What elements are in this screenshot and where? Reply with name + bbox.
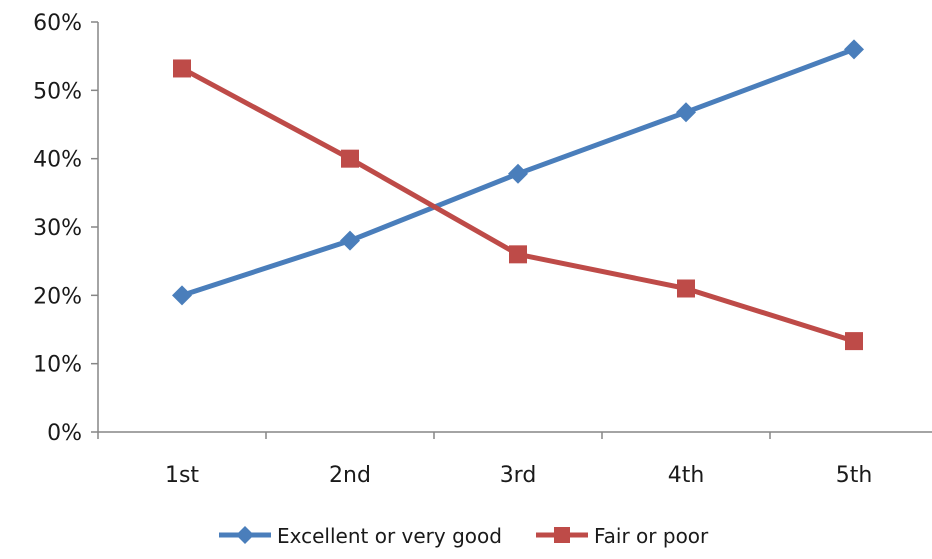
legend-item: Excellent or very good bbox=[219, 524, 502, 548]
data-point-marker bbox=[676, 102, 696, 123]
y-tick-label: 60% bbox=[33, 11, 82, 36]
legend-label: Fair or poor bbox=[594, 524, 709, 548]
y-tick-label: 10% bbox=[33, 353, 82, 378]
x-axis: 1st 2nd 3rd 4th 5th bbox=[97, 431, 932, 488]
y-axis: 0% 10% 20% 30% 40% 50% 60% bbox=[33, 11, 99, 446]
series-2 bbox=[173, 59, 863, 351]
x-tick-label: 2nd bbox=[329, 463, 371, 488]
data-point-marker bbox=[340, 230, 360, 251]
y-tick-label: 30% bbox=[33, 216, 82, 241]
x-tick-label: 4th bbox=[668, 463, 705, 488]
x-tick-label: 1st bbox=[165, 463, 199, 488]
data-point-marker bbox=[236, 526, 254, 544]
legend-label: Excellent or very good bbox=[277, 524, 502, 548]
data-point-marker bbox=[554, 527, 570, 543]
data-point-marker bbox=[341, 149, 359, 168]
y-tick-label: 20% bbox=[33, 284, 82, 309]
y-tick-label: 50% bbox=[33, 79, 82, 104]
data-point-marker bbox=[508, 163, 528, 184]
series-line bbox=[180, 66, 855, 344]
x-tick-label: 3rd bbox=[500, 463, 537, 488]
legend: Excellent or very good Fair or poor bbox=[219, 524, 709, 548]
plot-area bbox=[172, 39, 864, 351]
data-point-marker bbox=[677, 279, 695, 298]
data-point-marker bbox=[172, 285, 192, 306]
legend-item: Fair or poor bbox=[536, 524, 709, 548]
x-tick-label: 5th bbox=[836, 463, 873, 488]
data-point-marker bbox=[845, 332, 863, 351]
data-point-marker bbox=[509, 245, 527, 264]
y-tick-label: 40% bbox=[33, 148, 82, 173]
y-tick-label: 0% bbox=[47, 421, 82, 446]
data-point-marker bbox=[844, 39, 864, 60]
data-point-marker bbox=[173, 59, 191, 78]
series-1 bbox=[172, 39, 864, 306]
